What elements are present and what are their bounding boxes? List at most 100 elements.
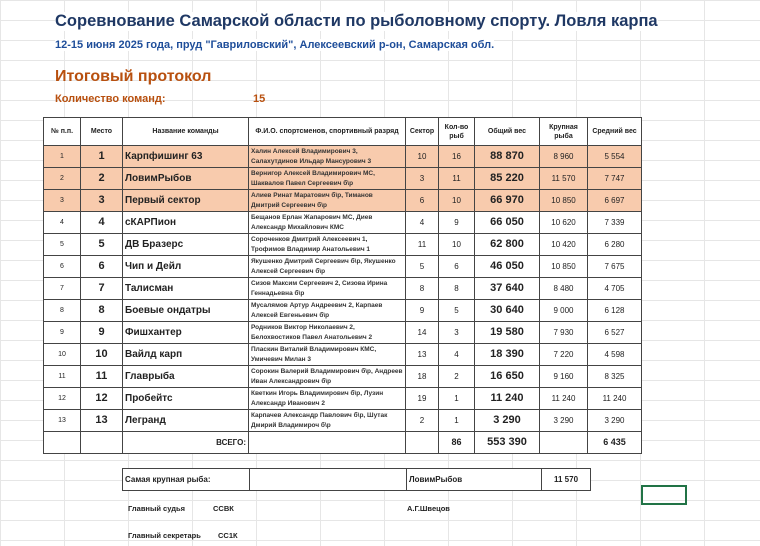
sector-cell[interactable]: 10 [405,145,439,168]
fish-count-cell[interactable]: 3 [438,321,475,344]
team-name-cell[interactable]: Талисман [122,277,249,300]
athletes-cell[interactable]: Карпачев Александр Павлович б\р, Шутак Д… [248,409,406,432]
fish-count-cell[interactable]: 16 [438,145,475,168]
athletes-cell[interactable]: Сороченков Дмитрий Алексеевич 1, Трофимо… [248,233,406,256]
place-cell[interactable]: 9 [80,321,123,344]
average-weight-cell[interactable]: 11 240 [587,387,642,410]
athletes-cell[interactable]: Алиев Ринат Маратович б\р, Тиманов Дмитр… [248,189,406,212]
row-number-cell[interactable]: 8 [43,299,81,322]
row-number-cell[interactable]: 3 [43,189,81,212]
total-weight-cell[interactable]: 66 970 [474,189,540,212]
average-weight-cell[interactable]: 4 598 [587,343,642,366]
total-weight-cell[interactable]: 37 640 [474,277,540,300]
biggest-fish-cell[interactable]: 8 960 [539,145,588,168]
sector-cell[interactable]: 4 [405,211,439,234]
row-number-cell[interactable]: 7 [43,277,81,300]
total-weight-cell[interactable]: 88 870 [474,145,540,168]
header-cell[interactable]: № п.п. [43,117,81,146]
biggest-fish-cell[interactable]: 10 420 [539,233,588,256]
empty-cell[interactable] [80,431,123,454]
athletes-cell[interactable]: Сорокин Валерий Владимирович б\р, Андрее… [248,365,406,388]
average-weight-cell[interactable]: 6 697 [587,189,642,212]
total-label[interactable]: ВСЕГО: [122,431,249,454]
total-weight-cell[interactable]: 85 220 [474,167,540,190]
team-name-cell[interactable]: Карпфишинг 63 [122,145,249,168]
average-weight-cell[interactable]: 5 554 [587,145,642,168]
total-average[interactable]: 6 435 [587,431,642,454]
biggest-fish-cell[interactable]: 8 480 [539,277,588,300]
athletes-cell[interactable]: Пласкин Виталий Владимирович КМС, Умичев… [248,343,406,366]
row-number-cell[interactable]: 13 [43,409,81,432]
team-name-cell[interactable]: ЛовимРыбов [122,167,249,190]
fish-count-cell[interactable]: 10 [438,189,475,212]
biggest-fish-cell[interactable]: 11 240 [539,387,588,410]
fish-count-cell[interactable]: 5 [438,299,475,322]
place-cell[interactable]: 1 [80,145,123,168]
biggest-fish-cell[interactable]: 9 160 [539,365,588,388]
sector-cell[interactable]: 3 [405,167,439,190]
fish-count-cell[interactable]: 8 [438,277,475,300]
biggest-fish-cell[interactable]: 7 220 [539,343,588,366]
team-name-cell[interactable]: Первый сектор [122,189,249,212]
row-number-cell[interactable]: 1 [43,145,81,168]
team-name-cell[interactable]: Чип и Дейл [122,255,249,278]
row-number-cell[interactable]: 11 [43,365,81,388]
team-name-cell[interactable]: Вайлд карп [122,343,249,366]
biggest-fish-cell[interactable]: 10 850 [539,255,588,278]
biggest-fish-weight[interactable]: 11 570 [541,468,591,491]
place-cell[interactable]: 10 [80,343,123,366]
athletes-cell[interactable]: Родников Виктор Николаевич 2, Белохвости… [248,321,406,344]
athletes-cell[interactable]: Халин Алексей Владимирович 3, Салахутдин… [248,145,406,168]
team-name-cell[interactable]: сКАРПион [122,211,249,234]
sector-cell[interactable]: 11 [405,233,439,256]
team-name-cell[interactable]: Легранд [122,409,249,432]
fish-count-cell[interactable]: 6 [438,255,475,278]
place-cell[interactable]: 11 [80,365,123,388]
place-cell[interactable]: 2 [80,167,123,190]
total-weight-cell[interactable]: 18 390 [474,343,540,366]
row-number-cell[interactable]: 5 [43,233,81,256]
biggest-fish-cell[interactable]: 7 930 [539,321,588,344]
header-cell[interactable]: Общий вес [474,117,540,146]
sector-cell[interactable]: 19 [405,387,439,410]
average-weight-cell[interactable]: 7 339 [587,211,642,234]
average-weight-cell[interactable]: 7 747 [587,167,642,190]
place-cell[interactable]: 7 [80,277,123,300]
average-weight-cell[interactable]: 6 527 [587,321,642,344]
place-cell[interactable]: 8 [80,299,123,322]
team-name-cell[interactable]: ДВ Бразерс [122,233,249,256]
athletes-cell[interactable]: Якушенко Дмитрий Сергеевич б\р, Якушенко… [248,255,406,278]
sector-cell[interactable]: 13 [405,343,439,366]
fish-count-cell[interactable]: 4 [438,343,475,366]
total-weight-cell[interactable]: 30 640 [474,299,540,322]
place-cell[interactable]: 3 [80,189,123,212]
athletes-cell[interactable]: Бещанов Ерлан Жапарович МС, Диев Алексан… [248,211,406,234]
biggest-fish-cell[interactable]: 11 570 [539,167,588,190]
row-number-cell[interactable]: 12 [43,387,81,410]
athletes-cell[interactable]: Вернигор Алексей Владимирович МС, Шаквал… [248,167,406,190]
total-weight[interactable]: 553 390 [474,431,540,454]
empty-cell[interactable] [249,468,407,491]
empty-cell[interactable] [539,431,588,454]
empty-cell[interactable] [248,431,406,454]
header-cell[interactable]: Крупная рыба [539,117,588,146]
place-cell[interactable]: 12 [80,387,123,410]
fish-count-cell[interactable]: 11 [438,167,475,190]
average-weight-cell[interactable]: 7 675 [587,255,642,278]
empty-cell[interactable] [405,431,439,454]
place-cell[interactable]: 6 [80,255,123,278]
biggest-fish-cell[interactable]: 3 290 [539,409,588,432]
row-number-cell[interactable]: 2 [43,167,81,190]
biggest-fish-team[interactable]: ЛовимРыбов [406,468,542,491]
average-weight-cell[interactable]: 6 128 [587,299,642,322]
sector-cell[interactable]: 18 [405,365,439,388]
biggest-fish-cell[interactable]: 9 000 [539,299,588,322]
total-weight-cell[interactable]: 46 050 [474,255,540,278]
place-cell[interactable]: 4 [80,211,123,234]
average-weight-cell[interactable]: 4 705 [587,277,642,300]
biggest-fish-cell[interactable]: 10 620 [539,211,588,234]
header-cell[interactable]: Средний вес [587,117,642,146]
total-weight-cell[interactable]: 3 290 [474,409,540,432]
empty-cell[interactable] [43,431,81,454]
total-weight-cell[interactable]: 11 240 [474,387,540,410]
